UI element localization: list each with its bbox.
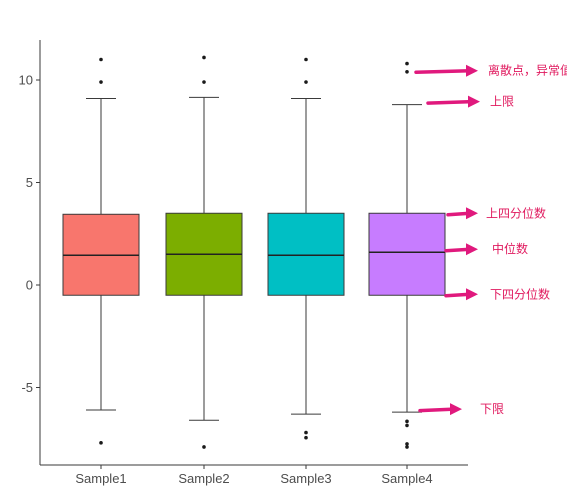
outlier-point bbox=[405, 423, 409, 428]
y-tick-label: 0 bbox=[26, 278, 33, 293]
x-axis-ticks: Sample1 Sample2 Sample3 Sample4 bbox=[75, 465, 433, 486]
y-axis-ticks: -5 0 5 10 bbox=[19, 73, 40, 395]
y-tick-label: 5 bbox=[26, 175, 33, 190]
annotation-5: 下四分位数 bbox=[444, 286, 550, 301]
outlier-point bbox=[405, 442, 409, 446]
annotation-arrow-shaft bbox=[418, 407, 456, 413]
box-series bbox=[62, 55, 446, 449]
outlier-point bbox=[99, 441, 103, 445]
box-sample1 bbox=[62, 57, 140, 445]
annotation-6: 下限 bbox=[418, 402, 504, 416]
annotation-3: 上四分位数 bbox=[446, 205, 546, 220]
box-body bbox=[368, 212, 446, 296]
annotation-label: 离散点，异常值 bbox=[488, 63, 567, 78]
annotation-arrow-shaft bbox=[414, 68, 472, 74]
box-body bbox=[267, 212, 345, 296]
y-tick-label: -5 bbox=[21, 380, 33, 395]
annotation-arrow-head bbox=[450, 403, 462, 416]
annotation-arrow-head bbox=[466, 288, 478, 301]
x-tick-label: Sample4 bbox=[381, 471, 432, 486]
outlier-point bbox=[304, 430, 308, 435]
box-sample3 bbox=[267, 57, 345, 440]
x-tick-label: Sample3 bbox=[280, 471, 331, 486]
annotation-4: 中位数 bbox=[444, 241, 528, 256]
outlier-point bbox=[405, 61, 409, 66]
annotation-arrow-head bbox=[466, 64, 478, 77]
annotation-label: 上限 bbox=[490, 95, 514, 109]
outlier-point bbox=[304, 57, 308, 62]
annotation-label: 中位数 bbox=[492, 241, 528, 256]
annotation-arrow-head bbox=[468, 95, 480, 108]
outlier-point bbox=[202, 445, 206, 449]
annotation-arrow-shaft bbox=[426, 99, 474, 105]
outlier-point bbox=[304, 80, 308, 84]
outlier-point bbox=[304, 435, 308, 440]
outlier-point bbox=[202, 55, 206, 60]
x-tick-label: Sample1 bbox=[75, 471, 126, 486]
annotation-label: 下四分位数 bbox=[490, 286, 550, 301]
outlier-point bbox=[202, 80, 206, 84]
annotation-label: 下限 bbox=[480, 402, 504, 416]
annotation-label: 上四分位数 bbox=[486, 205, 546, 220]
outlier-point bbox=[99, 80, 103, 84]
outlier-point bbox=[405, 70, 409, 74]
box-sample4 bbox=[368, 61, 446, 449]
annotation-1: 离散点，异常值 bbox=[414, 63, 567, 78]
y-tick-label: 10 bbox=[19, 73, 33, 88]
outlier-point bbox=[405, 419, 409, 424]
annotation-2: 上限 bbox=[426, 95, 514, 109]
outlier-point bbox=[99, 57, 103, 62]
x-tick-label: Sample2 bbox=[178, 471, 229, 486]
outlier-point bbox=[405, 445, 409, 449]
annotation-arrow-head bbox=[466, 243, 478, 256]
annotation-arrow-head bbox=[466, 207, 478, 220]
box-sample2 bbox=[165, 55, 243, 449]
